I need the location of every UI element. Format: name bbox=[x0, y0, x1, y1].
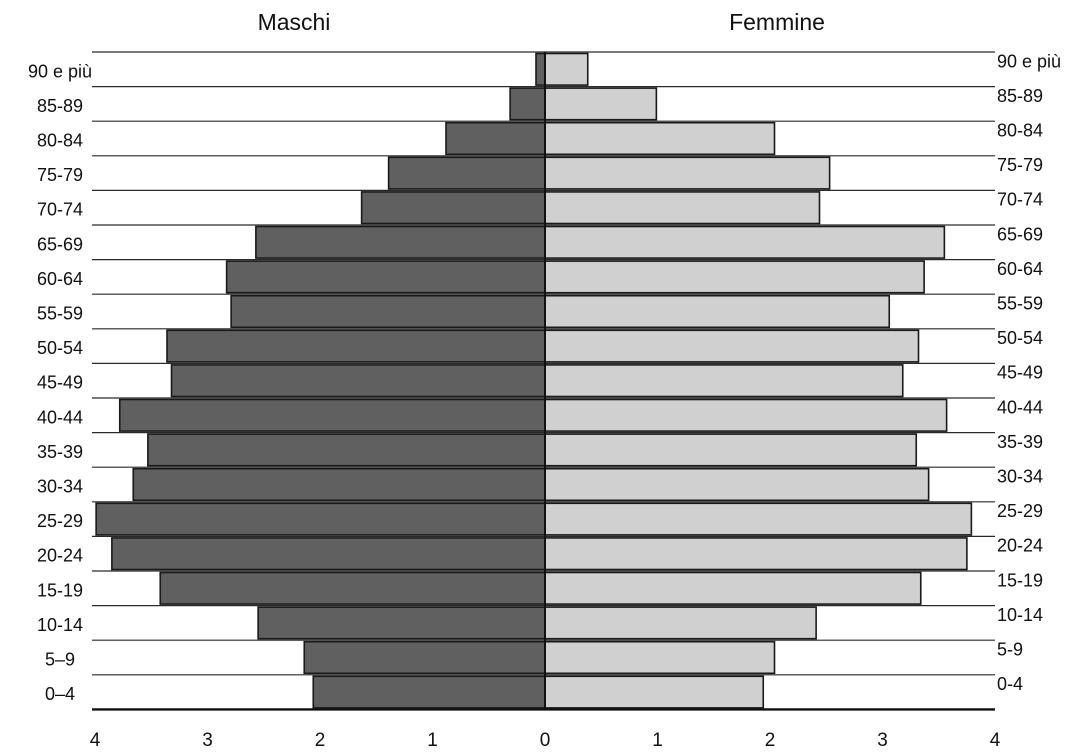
bar-maschi-20-24 bbox=[111, 537, 546, 571]
x-tick-label: 3 bbox=[877, 730, 888, 751]
age-label-left: 45-49 bbox=[37, 373, 83, 393]
series-label-femmine: Femmine bbox=[729, 9, 825, 35]
bar-femmine-40-44 bbox=[544, 398, 948, 432]
age-label-right: 50-54 bbox=[997, 328, 1043, 348]
x-tick-label: 0 bbox=[540, 730, 551, 751]
age-label-right: 40-44 bbox=[997, 397, 1043, 417]
age-label-right: 70-74 bbox=[997, 190, 1043, 210]
age-label-left: 75-79 bbox=[37, 165, 83, 185]
age-label-left: 25-29 bbox=[37, 511, 83, 531]
bar-maschi-90 e più bbox=[535, 52, 546, 86]
age-label-left: 80-84 bbox=[37, 131, 83, 151]
grid-lines bbox=[92, 51, 995, 711]
age-labels: 90 e più 90 e più 85-89 85-89 80-84 80-84 75-7… bbox=[28, 51, 1061, 704]
bar-femmine-45-49 bbox=[544, 364, 904, 398]
bar-femmine-60-64 bbox=[544, 260, 925, 294]
bar-maschi-25-29 bbox=[95, 502, 546, 536]
age-label-left: 15-19 bbox=[37, 580, 83, 600]
age-label-right: 30-34 bbox=[997, 467, 1043, 487]
age-label-right: 10-14 bbox=[997, 605, 1043, 625]
age-label-left: 10-14 bbox=[37, 615, 83, 635]
bar-femmine-85-89 bbox=[544, 87, 658, 121]
bar-femmine-55-59 bbox=[544, 294, 891, 329]
bar-maschi-10-14 bbox=[257, 606, 546, 640]
series-label-maschi: Maschi bbox=[258, 9, 331, 35]
age-label-left: 30-34 bbox=[37, 477, 83, 497]
bar-maschi-0-4 bbox=[312, 675, 546, 709]
x-tick-label: 1 bbox=[427, 730, 438, 751]
age-label-right: 75-79 bbox=[997, 155, 1043, 175]
bar-maschi-15-19 bbox=[159, 571, 546, 605]
age-label-right: 45-49 bbox=[997, 363, 1043, 383]
bar-maschi-5-9 bbox=[303, 640, 546, 675]
age-label-left: 60-64 bbox=[37, 269, 83, 289]
bar-maschi-55-59 bbox=[230, 294, 546, 329]
age-label-right: 35-39 bbox=[997, 432, 1043, 452]
bar-femmine-0-4 bbox=[544, 675, 765, 709]
x-axis: 4 3 2 1 0 1 2 3 4 bbox=[90, 708, 1001, 751]
age-label-right: 85-89 bbox=[997, 86, 1043, 106]
age-label-right: 65-69 bbox=[997, 224, 1043, 244]
x-tick-label: 3 bbox=[202, 730, 213, 751]
bar-maschi-40-44 bbox=[118, 398, 546, 432]
bar-maschi-70-74 bbox=[360, 191, 546, 225]
age-label-left: 20-24 bbox=[37, 546, 83, 566]
age-label-left: 65-69 bbox=[37, 234, 83, 254]
age-label-left: 85-89 bbox=[37, 96, 83, 116]
x-tick-label: 4 bbox=[990, 730, 1001, 751]
age-label-left: 35-39 bbox=[37, 442, 83, 462]
age-label-right: 55-59 bbox=[997, 294, 1043, 314]
bar-femmine-20-24 bbox=[544, 537, 968, 571]
age-label-right: 0-4 bbox=[997, 674, 1023, 694]
bar-femmine-30-34 bbox=[544, 467, 930, 502]
age-label-left: 5–9 bbox=[45, 650, 75, 670]
age-label-left: 50-54 bbox=[37, 338, 83, 358]
bar-femmine-10-14 bbox=[544, 606, 817, 640]
bar-femmine-35-39 bbox=[544, 433, 918, 467]
bar-maschi-60-64 bbox=[225, 260, 546, 294]
bar-maschi-35-39 bbox=[147, 433, 546, 467]
age-label-right: 90 e più bbox=[997, 51, 1061, 71]
bar-maschi-85-89 bbox=[509, 87, 546, 121]
bar-femmine-25-29 bbox=[544, 502, 973, 536]
age-label-right: 80-84 bbox=[997, 121, 1043, 141]
age-label-left: 0–4 bbox=[45, 684, 75, 704]
bar-femmine-90 e più bbox=[544, 52, 589, 86]
bars bbox=[95, 52, 973, 710]
bar-maschi-80-84 bbox=[445, 121, 546, 156]
age-label-right: 5-9 bbox=[997, 640, 1023, 660]
bar-femmine-75-79 bbox=[544, 156, 831, 190]
age-label-left: 55-59 bbox=[37, 304, 83, 324]
age-label-right: 20-24 bbox=[997, 536, 1043, 556]
age-label-right: 15-19 bbox=[997, 570, 1043, 590]
age-label-left: 90 e più bbox=[28, 61, 92, 81]
bar-femmine-15-19 bbox=[544, 571, 922, 605]
age-label-right: 25-29 bbox=[997, 501, 1043, 521]
bar-femmine-5-9 bbox=[544, 640, 776, 675]
bar-maschi-30-34 bbox=[132, 467, 546, 502]
bar-femmine-80-84 bbox=[544, 121, 776, 156]
age-label-left: 70-74 bbox=[37, 200, 83, 220]
x-tick-label: 1 bbox=[652, 730, 663, 751]
x-tick-label: 2 bbox=[765, 730, 776, 751]
bar-maschi-65-69 bbox=[255, 225, 546, 259]
bar-maschi-50-54 bbox=[166, 329, 546, 363]
x-tick-label: 4 bbox=[90, 730, 101, 751]
bar-femmine-50-54 bbox=[544, 329, 920, 363]
x-tick-label: 2 bbox=[315, 730, 326, 751]
age-label-right: 60-64 bbox=[997, 259, 1043, 279]
age-label-left: 40-44 bbox=[37, 407, 83, 427]
bar-maschi-45-49 bbox=[170, 364, 546, 398]
bar-femmine-70-74 bbox=[544, 191, 821, 225]
bar-maschi-75-79 bbox=[387, 156, 546, 190]
bar-femmine-65-69 bbox=[544, 225, 946, 259]
